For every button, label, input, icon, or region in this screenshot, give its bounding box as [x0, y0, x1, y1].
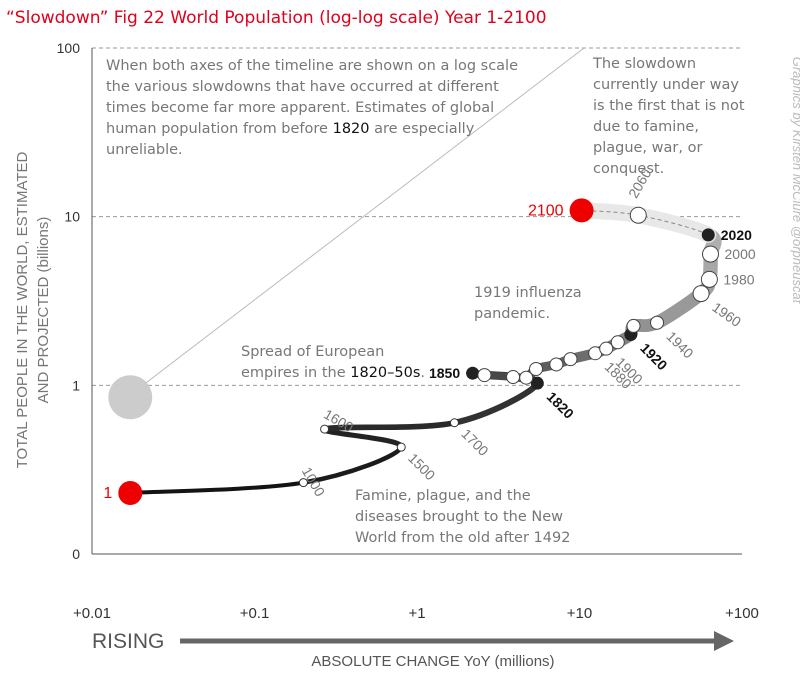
legend-circle [108, 375, 153, 420]
credit: Graphics by Kirsten McClure @orpheuscat [790, 57, 800, 305]
trajectory-segment [128, 480, 306, 495]
reference-line [139, 47, 585, 388]
x-tick-label: +100 [725, 605, 759, 622]
point-label: 1 [103, 485, 112, 502]
trajectory-segment [630, 207, 717, 243]
data-point [449, 418, 459, 428]
rising-arrow-head [714, 631, 734, 651]
trajectory-segment [451, 380, 541, 426]
data-point [700, 270, 718, 288]
data-point [396, 442, 406, 452]
point-label: 2000 [725, 246, 756, 262]
trajectory-segment [321, 419, 458, 432]
data-point [549, 357, 564, 372]
data-point [626, 318, 641, 333]
y-axis-label: TOTAL PEOPLE IN THE WORLD, ESTIMATED [14, 151, 31, 468]
data-point [563, 352, 578, 367]
annotation-influenza: 1919 influenza pandemic. [474, 285, 582, 322]
y-tick-label: 0 [72, 546, 80, 562]
data-point [692, 285, 710, 303]
y-tick-label: 10 [64, 209, 80, 225]
trajectory-segment [321, 426, 404, 450]
x-tick-label: +0.1 [240, 605, 270, 622]
chart-title: “Slowdown” Fig 22 World Population (log-… [6, 8, 547, 28]
data-point [629, 206, 647, 224]
y-axis-label-cont: AND PROJECTED (billions) [35, 217, 52, 404]
x-tick-label: +0.01 [73, 605, 111, 622]
data-point [466, 366, 480, 380]
data-point [529, 361, 544, 376]
annotation-famine: Famine, plague, and the diseases brought … [355, 488, 570, 546]
data-point [569, 198, 594, 223]
rising-label: RISING [92, 630, 164, 653]
data-point [530, 376, 544, 390]
y-tick-label: 1 [72, 377, 80, 393]
data-point [506, 370, 521, 385]
data-point [701, 228, 715, 242]
point-label: 1500 [405, 450, 438, 483]
point-label: 2020 [721, 227, 752, 243]
point-label: 1700 [458, 426, 491, 459]
data-point [610, 335, 625, 350]
data-point [118, 480, 143, 505]
point-label: 1960 [709, 299, 744, 330]
data-point [519, 370, 534, 385]
point-label: 1820 [544, 388, 577, 421]
data-point [702, 245, 720, 263]
x-tick-label: +10 [567, 605, 592, 622]
annotation-intro: When both axes of the timeline are shown… [106, 58, 518, 158]
annotation-slowdown: The slowdown currently under way is the fi… [592, 56, 745, 177]
data-point [477, 368, 492, 383]
data-point [298, 478, 308, 488]
data-point [599, 341, 614, 356]
point-label: 1940 [663, 328, 696, 361]
point-label: 2100 [528, 202, 564, 219]
annotation-european: Spread of European empires in the 1820–50… [241, 344, 425, 381]
point-label: 1920 [637, 340, 670, 373]
y-tick-label: 100 [57, 40, 81, 56]
x-tick-label: +1 [408, 605, 425, 622]
point-label: 1850 [429, 365, 460, 381]
x-axis-label: ABSOLUTE CHANGE YoY (millions) [311, 653, 554, 670]
point-label: 1980 [723, 271, 754, 287]
data-point [650, 315, 665, 330]
data-point [320, 424, 330, 434]
